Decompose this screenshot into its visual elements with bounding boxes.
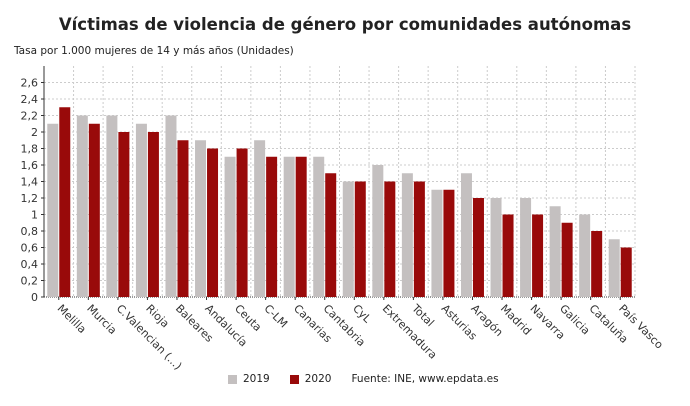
bar-2020 [325, 173, 337, 297]
x-tick-label: CyL [350, 302, 374, 326]
y-tick-label: 1,4 [21, 176, 39, 189]
bar-2019 [431, 189, 443, 297]
bar-2020 [207, 148, 219, 297]
bar-2020 [354, 181, 366, 297]
bar-2019 [283, 156, 295, 297]
bar-2020 [413, 181, 425, 297]
bar-2020 [532, 214, 544, 297]
source-note: Fuente: INE, www.epdata.es [351, 373, 499, 385]
bar-2020 [561, 222, 573, 297]
legend: 2019 2020 Fuente: INE, www.epdata.es [228, 373, 499, 385]
y-axis-label: Tasa por 1.000 mujeres de 14 y más años … [14, 45, 294, 57]
y-tick-label: 0,8 [21, 225, 39, 238]
x-tick-label: C-LM [262, 302, 290, 330]
legend-item-2019: 2019 [228, 373, 270, 385]
bar-2019 [195, 140, 207, 297]
bar-2020 [502, 214, 514, 297]
y-tick-label: 1 [31, 209, 38, 222]
y-tick-label: 2,2 [21, 110, 39, 123]
bar-2019 [106, 115, 118, 297]
bar-2020 [384, 181, 396, 297]
bar-2020 [266, 156, 278, 297]
bar-2020 [472, 198, 484, 297]
bar-2020 [177, 140, 189, 297]
y-tick-label: 2,6 [21, 77, 39, 90]
bar-2019 [579, 214, 591, 297]
y-tick-label: 0,6 [21, 242, 39, 255]
bar-2019 [401, 173, 413, 297]
bar-2019 [76, 115, 88, 297]
bar-2019 [608, 239, 620, 297]
legend-label: 2020 [304, 373, 332, 385]
x-tick-label: Melilla [55, 302, 89, 336]
bar-2020 [88, 123, 100, 297]
bar-2020 [620, 247, 632, 297]
bar-2019 [165, 115, 177, 297]
y-tick-label: 1,2 [21, 192, 39, 205]
bar-2019 [313, 156, 325, 297]
bar-2020 [591, 231, 603, 297]
bar-2020 [236, 148, 248, 297]
y-tick-label: 0 [31, 291, 38, 304]
bar-2019 [47, 123, 59, 297]
bar-2020 [147, 132, 159, 297]
bar-2020 [443, 189, 455, 297]
legend-label: 2019 [243, 373, 270, 385]
y-tick-label: 0,4 [21, 258, 39, 271]
bar-2019 [254, 140, 266, 297]
x-tick-label: Murcia [84, 302, 119, 337]
x-tick-label: País Vasco [616, 302, 666, 352]
bar-2019 [490, 198, 502, 297]
x-tick-label: Madrid [498, 302, 534, 338]
legend-swatch [289, 374, 299, 384]
bar-2019 [460, 173, 472, 297]
y-tick-label: 0,2 [21, 275, 39, 288]
bar-2019 [224, 156, 236, 297]
bar-2019 [342, 181, 354, 297]
bar-2019 [135, 123, 147, 297]
bar-2020 [118, 132, 130, 297]
legend-item-2020: 2020 [289, 373, 332, 385]
legend-swatch [228, 374, 237, 384]
y-tick-label: 2,4 [21, 93, 39, 106]
y-tick-label: 1,6 [21, 159, 39, 172]
bar-2019 [520, 198, 532, 297]
y-tick-label: 1,8 [21, 143, 39, 156]
bar-2020 [59, 107, 71, 297]
y-tick-label: 2 [31, 126, 38, 139]
bar-2019 [372, 165, 384, 297]
bar-2019 [549, 206, 561, 297]
chart-title: Víctimas de violencia de género por comu… [58, 15, 632, 34]
bar-2020 [295, 156, 307, 297]
